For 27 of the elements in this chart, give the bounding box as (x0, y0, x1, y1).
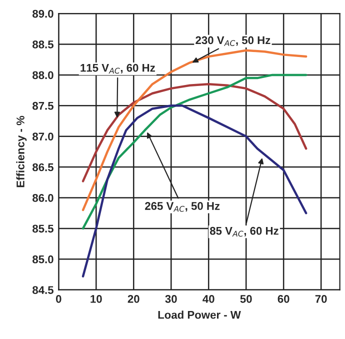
x-axis-title: Load Power - W (158, 310, 241, 319)
y-tick-label: 85.5 (32, 224, 54, 233)
x-tick-label: 0 (56, 295, 62, 303)
y-tick-label: 87.5 (32, 102, 54, 110)
annotation: 85 V$_{AC}$, 60 Hz (210, 226, 278, 237)
y-tick-label: 87.0 (32, 132, 54, 140)
annotation: 115 V$_{AC}$, 60 Hz (80, 64, 155, 74)
y-tick-label: 86.0 (32, 194, 54, 202)
annotation: 265 V$_{AC}$, 50 Hz (145, 202, 220, 212)
x-tick-label: 60 (278, 295, 290, 303)
y-tick-label: 88.5 (32, 40, 54, 48)
x-tick-label: 20 (128, 295, 140, 303)
line-series (82, 104, 308, 278)
x-tick-label: 30 (165, 295, 177, 303)
x-tick-label: 50 (240, 295, 252, 303)
line-series (82, 83, 308, 182)
line-series (82, 49, 308, 212)
y-axis-title: Efficiency - % (16, 116, 27, 188)
x-tick-label: 40 (202, 295, 214, 303)
y-tick-label: 88.0 (32, 71, 54, 80)
x-tick-label: 10 (90, 295, 102, 303)
y-tick-label: 86.5 (32, 163, 54, 172)
annotation: 230 V$_{AC}$, 50 Hz (196, 36, 270, 46)
y-tick-label: 89.0 (32, 10, 54, 18)
y-tick-label: 84.5 (32, 286, 54, 294)
x-tick-label: 70 (315, 295, 327, 303)
y-tick-label: 85.0 (32, 255, 54, 264)
